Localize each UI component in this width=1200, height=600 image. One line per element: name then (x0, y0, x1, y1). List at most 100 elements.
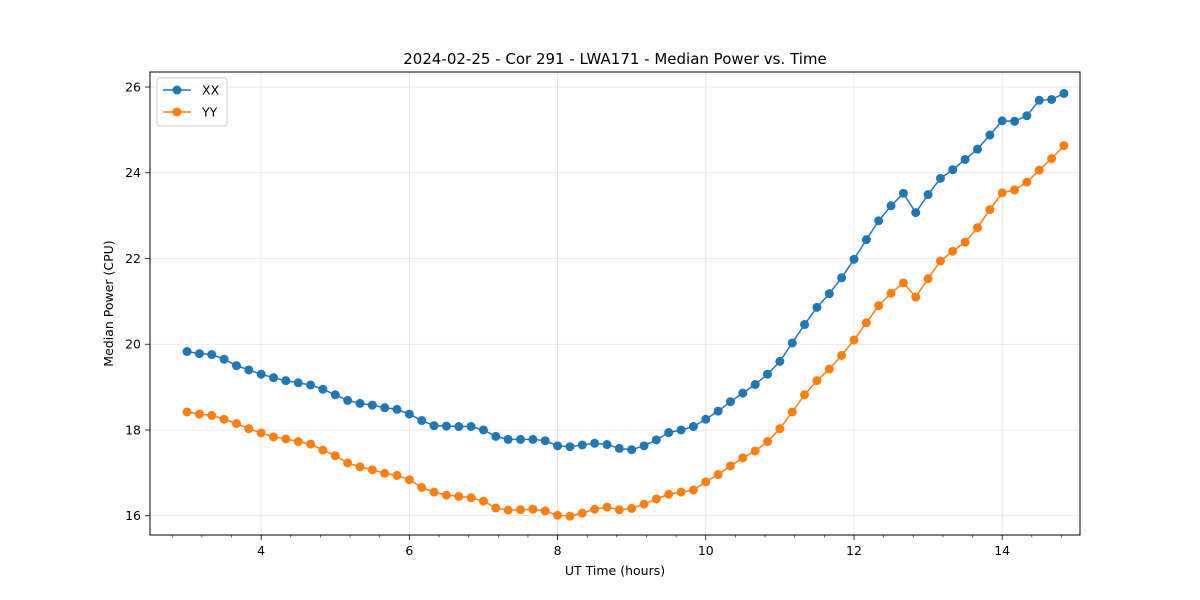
data-point-yy (306, 439, 316, 449)
data-point-yy (898, 278, 908, 288)
data-point-yy (355, 462, 365, 472)
data-point-xx (441, 421, 451, 431)
data-point-xx (1034, 95, 1044, 105)
data-point-yy (651, 494, 661, 504)
data-point-xx (404, 409, 414, 419)
x-axis-label: UT Time (hours) (565, 563, 665, 578)
data-point-xx (429, 421, 439, 431)
data-point-yy (787, 407, 797, 417)
data-point-yy (874, 301, 884, 311)
data-point-yy (837, 350, 847, 360)
data-point-yy (540, 506, 550, 516)
data-point-xx (306, 380, 316, 390)
data-point-xx (701, 414, 711, 424)
data-point-xx (318, 384, 328, 394)
data-point-xx (244, 365, 254, 375)
data-point-yy (429, 487, 439, 497)
data-point-xx (812, 302, 822, 312)
data-point-yy (219, 414, 229, 424)
data-point-yy (1022, 177, 1032, 187)
data-point-xx (380, 403, 390, 413)
data-point-xx (874, 216, 884, 226)
data-point-xx (997, 116, 1007, 126)
data-point-yy (849, 335, 859, 345)
data-point-yy (281, 434, 291, 444)
data-point-yy (182, 407, 192, 417)
data-point-yy (960, 237, 970, 247)
data-point-yy (207, 410, 217, 420)
data-point-yy (639, 499, 649, 509)
data-point-xx (775, 356, 785, 366)
data-point-yy (466, 493, 476, 503)
data-point-xx (491, 431, 501, 441)
legend-marker-yy (172, 107, 182, 117)
legend: XX YY (156, 77, 228, 127)
data-point-xx (194, 349, 204, 359)
series-layer (182, 88, 1069, 521)
data-point-xx (293, 378, 303, 388)
data-point-yy (738, 453, 748, 463)
data-point-yy (565, 511, 575, 521)
data-point-yy (367, 465, 377, 475)
data-point-yy (491, 503, 501, 513)
data-point-yy (503, 505, 513, 515)
y-tick-label: 22 (125, 251, 141, 266)
data-point-xx (516, 434, 526, 444)
y-tick-label: 16 (125, 508, 141, 523)
legend-label-yy: YY (201, 105, 218, 120)
data-point-xx (750, 380, 760, 390)
x-tick-label: 14 (994, 543, 1010, 558)
data-point-yy (997, 188, 1007, 198)
data-point-yy (417, 482, 427, 492)
data-point-xx (837, 273, 847, 283)
data-point-xx (824, 289, 834, 299)
data-point-xx (466, 422, 476, 432)
plot-frame (149, 71, 1081, 536)
data-point-xx (503, 434, 513, 444)
data-point-yy (886, 288, 896, 298)
data-point-xx (540, 436, 550, 446)
data-point-xx (1010, 116, 1020, 126)
data-point-xx (392, 404, 402, 414)
data-point-yy (330, 451, 340, 461)
data-point-yy (478, 496, 488, 506)
data-point-yy (688, 485, 698, 495)
data-point-xx (725, 397, 735, 407)
data-point-yy (454, 491, 464, 501)
y-tick-label: 26 (125, 80, 141, 95)
data-point-xx (281, 376, 291, 386)
data-point-xx (960, 154, 970, 164)
data-point-xx (898, 188, 908, 198)
data-point-xx (269, 373, 279, 383)
data-point-yy (1034, 165, 1044, 175)
data-point-yy (923, 274, 933, 284)
data-point-xx (565, 442, 575, 452)
data-point-yy (824, 364, 834, 374)
data-point-xx (664, 428, 674, 438)
data-point-yy (380, 468, 390, 478)
data-point-xx (923, 190, 933, 200)
data-point-yy (861, 318, 871, 328)
data-point-xx (639, 441, 649, 451)
data-point-xx (713, 406, 723, 416)
data-point-yy (269, 432, 279, 442)
data-point-yy (713, 470, 723, 480)
data-point-yy (256, 428, 266, 438)
data-point-yy (577, 508, 587, 518)
y-tick-label: 20 (125, 337, 141, 352)
data-point-yy (676, 487, 686, 497)
data-point-yy (392, 470, 402, 480)
data-point-xx (256, 369, 266, 379)
data-point-xx (590, 438, 600, 448)
data-point-yy (985, 205, 995, 215)
data-point-xx (417, 416, 427, 426)
data-point-xx (627, 445, 637, 455)
data-point-xx (454, 422, 464, 432)
data-point-yy (627, 503, 637, 513)
data-point-xx (787, 338, 797, 348)
data-point-xx (849, 254, 859, 264)
grid-lines (150, 72, 1080, 535)
data-point-xx (367, 400, 377, 410)
data-point-xx (528, 434, 538, 444)
data-point-xx (688, 422, 698, 432)
